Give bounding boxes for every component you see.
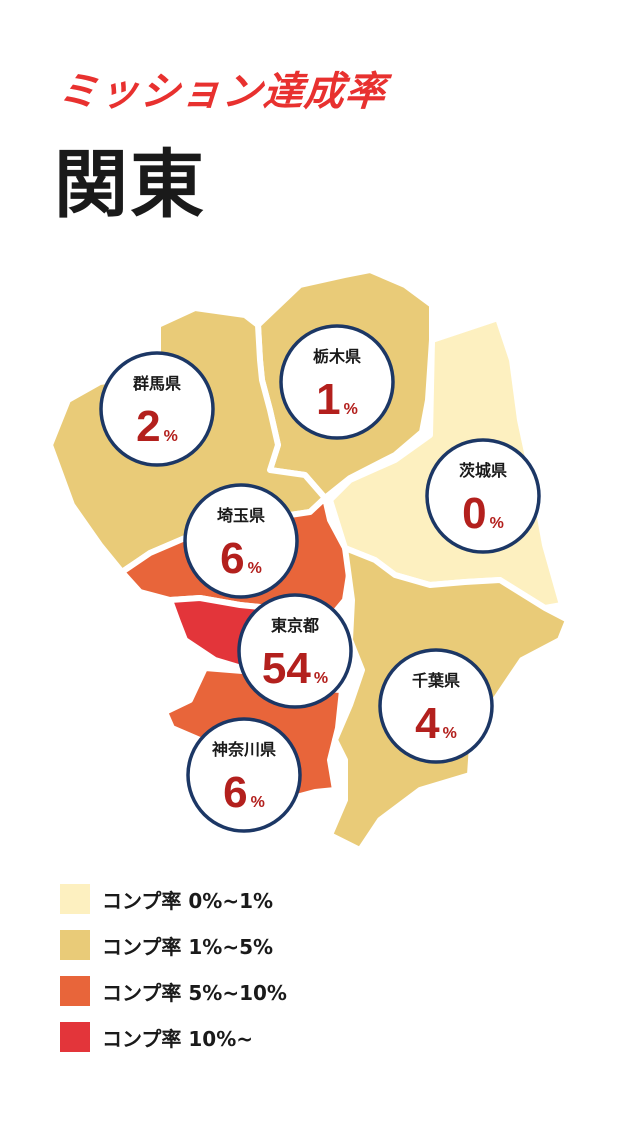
badge-circle: [183, 483, 299, 599]
legend-item: コンプ率 5%~10%: [60, 968, 287, 1014]
pref-rate-value: 2: [136, 402, 160, 451]
pref-rate: 2%: [136, 402, 178, 451]
pref-name: 茨城県: [459, 461, 507, 480]
legend-item: コンプ率 1%~5%: [60, 922, 287, 968]
legend-swatch: [60, 884, 90, 914]
badge-circle: [99, 351, 215, 467]
pref-rate-unit: %: [344, 401, 358, 418]
pref-badge-gunma[interactable]: 群馬県 2%: [99, 351, 215, 467]
pref-rate-value: 6: [220, 534, 244, 583]
pref-rate-unit: %: [164, 428, 178, 445]
badge-circle: [237, 593, 353, 709]
pref-rate-value: 4: [415, 699, 440, 748]
badge-circle: [425, 438, 541, 554]
pref-rate: 6%: [223, 768, 265, 817]
badge-circle: [186, 717, 302, 833]
page-title: 関東: [54, 142, 206, 228]
pref-name: 埼玉県: [217, 506, 265, 525]
legend-item: コンプ率 0%~1%: [60, 876, 287, 922]
pref-rate: 6%: [220, 534, 262, 583]
pref-badge-kanagawa[interactable]: 神奈川県 6%: [186, 717, 302, 833]
pref-rate: 0%: [462, 489, 504, 538]
legend-swatch: [60, 976, 90, 1006]
pref-badge-tochigi[interactable]: 栃木県 1%: [279, 324, 395, 440]
badge-circle: [378, 648, 494, 764]
pref-badge-saitama[interactable]: 埼玉県 6%: [183, 483, 299, 599]
badge-circle: [279, 324, 395, 440]
pref-rate-unit: %: [490, 515, 504, 532]
pref-rate-unit: %: [314, 670, 328, 687]
pref-name: 神奈川県: [212, 740, 276, 759]
pref-rate: 1%: [316, 375, 358, 424]
pref-rate-unit: %: [443, 725, 457, 742]
pref-badge-chiba[interactable]: 千葉県 4%: [378, 648, 494, 764]
pref-rate-value: 54: [262, 644, 311, 693]
legend-label: コンプ率 1%~5%: [102, 934, 274, 959]
pref-rate: 4%: [415, 699, 457, 748]
pref-name: 千葉県: [412, 671, 460, 690]
pref-rate-value: 0: [462, 489, 486, 538]
pref-rate: 54%: [262, 644, 328, 693]
pref-badge-tokyo[interactable]: 東京都 54%: [237, 593, 353, 709]
pref-rate-unit: %: [251, 794, 265, 811]
legend: コンプ率 0%~1% コンプ率 1%~5% コンプ率 5%~10% コンプ率 1…: [60, 876, 287, 1060]
pref-name: 群馬県: [133, 374, 181, 393]
legend-label: コンプ率 10%~: [102, 1026, 253, 1051]
kanto-map: 群馬県 2 % 栃木県 1 % 茨城県 0 % 埼玉県 6 % 東京都 54% 千葉県 4 % 神奈川県 6%: [50, 270, 568, 850]
pref-rate-unit: %: [248, 560, 262, 577]
pref-name: 栃木県: [313, 347, 361, 366]
legend-label: コンプ率 0%~1%: [102, 888, 274, 913]
pref-name: 東京都: [271, 616, 319, 635]
legend-swatch: [60, 930, 90, 960]
legend-swatch: [60, 1022, 90, 1052]
pref-rate-value: 6: [223, 768, 247, 817]
pref-rate-value: 1: [316, 375, 340, 424]
legend-label: コンプ率 5%~10%: [102, 980, 287, 1005]
pref-badge-ibaraki[interactable]: 茨城県 0%: [425, 438, 541, 554]
legend-item: コンプ率 10%~: [60, 1014, 287, 1060]
